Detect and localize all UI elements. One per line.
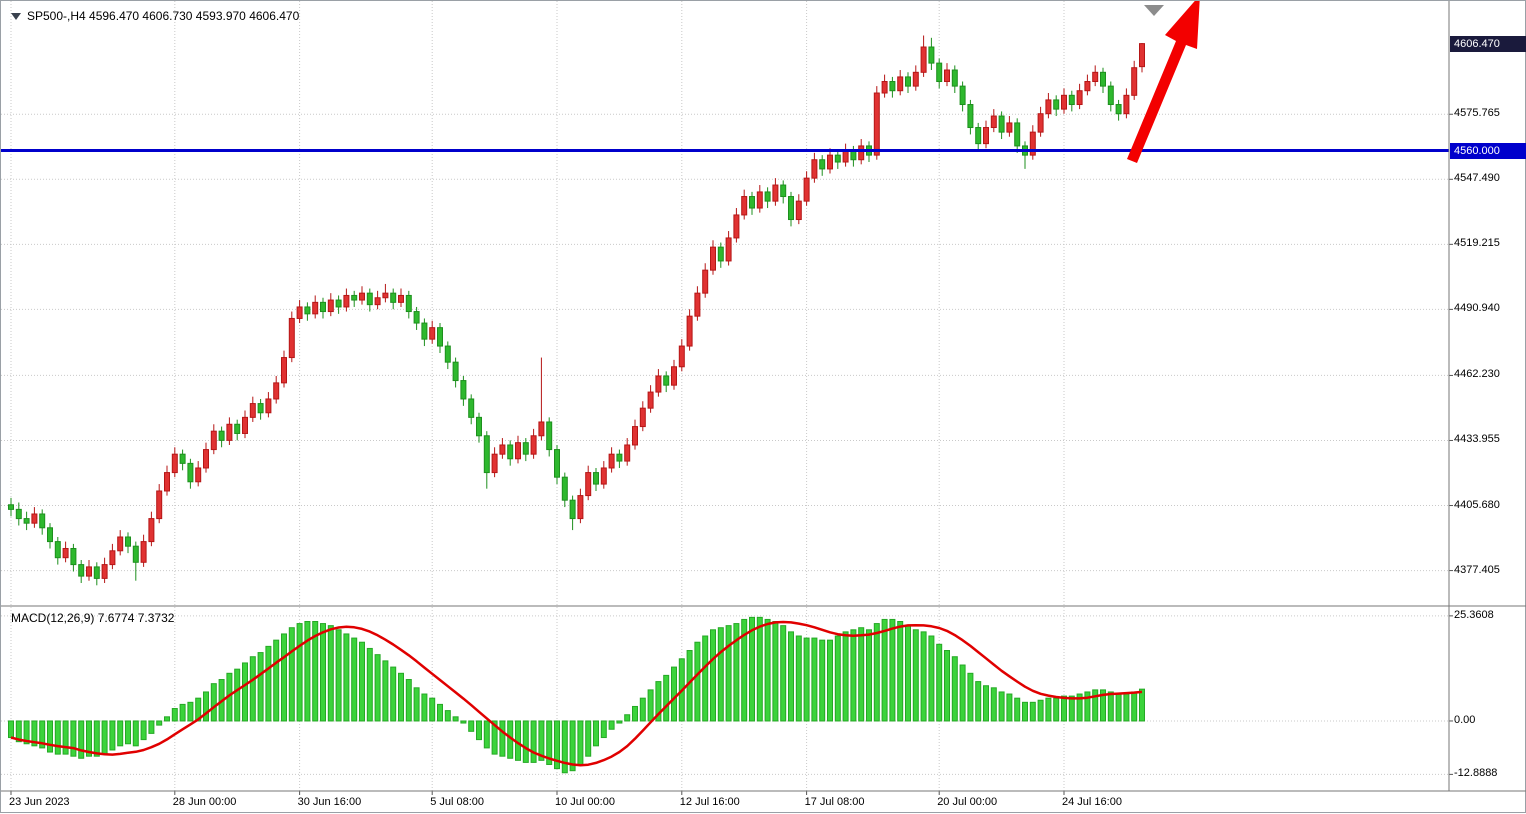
macd-axis-label: -12.8888 (1454, 767, 1498, 780)
time-label: 30 Jun 16:00 (297, 796, 362, 808)
macd-layer (8, 616, 1145, 774)
up-arrow-annotation[interactable] (1127, 1, 1200, 163)
price-axis-label: 4433.955 (1454, 433, 1500, 446)
candles-layer (8, 35, 1145, 586)
time-label: 28 Jun 00:00 (172, 796, 237, 808)
macd-axis-label: 0.00 (1454, 713, 1476, 726)
symbol-legend: SP500-,H4 4596.470 4606.730 4593.970 460… (11, 9, 299, 23)
price-axis-label: 4377.405 (1454, 563, 1500, 576)
price-axis-label: 4405.680 (1454, 498, 1500, 511)
time-label: 17 Jul 08:00 (804, 796, 865, 808)
time-label: 24 Jul 16:00 (1062, 796, 1122, 808)
price-axis-label: 4462.230 (1454, 368, 1500, 381)
top-triangle-marker[interactable] (1144, 5, 1164, 16)
symbol-ohlc-text: SP500-,H4 4596.470 4606.730 4593.970 460… (27, 9, 300, 23)
price-axis-label: 4490.940 (1454, 302, 1500, 315)
time-label: 20 Jul 00:00 (937, 796, 998, 808)
hline-price-badge: 4560.000 (1450, 142, 1526, 159)
macd-axis-label: 25.3608 (1454, 608, 1494, 621)
price-axis-label: 4575.765 (1454, 107, 1500, 120)
overlay-layer (1, 1, 1526, 792)
price-axis-label: 4519.215 (1454, 237, 1500, 250)
grid-layer (1, 1, 1453, 795)
price-axis-label: 4547.490 (1454, 172, 1500, 185)
symbol-marker-icon (11, 12, 21, 20)
time-label: 23 Jun 2023 (9, 796, 70, 808)
time-label: 12 Jul 16:00 (679, 796, 740, 808)
time-label: 5 Jul 08:00 (430, 796, 485, 808)
current-price-badge: 4606.470 (1450, 35, 1526, 52)
time-label: 10 Jul 00:00 (555, 796, 615, 808)
macd-legend: MACD(12,26,9) 7.6774 7.3732 (11, 611, 174, 625)
macd-legend-text: MACD(12,26,9) 7.6774 7.3732 (11, 611, 175, 625)
macd-signal-line (10, 620, 1143, 767)
